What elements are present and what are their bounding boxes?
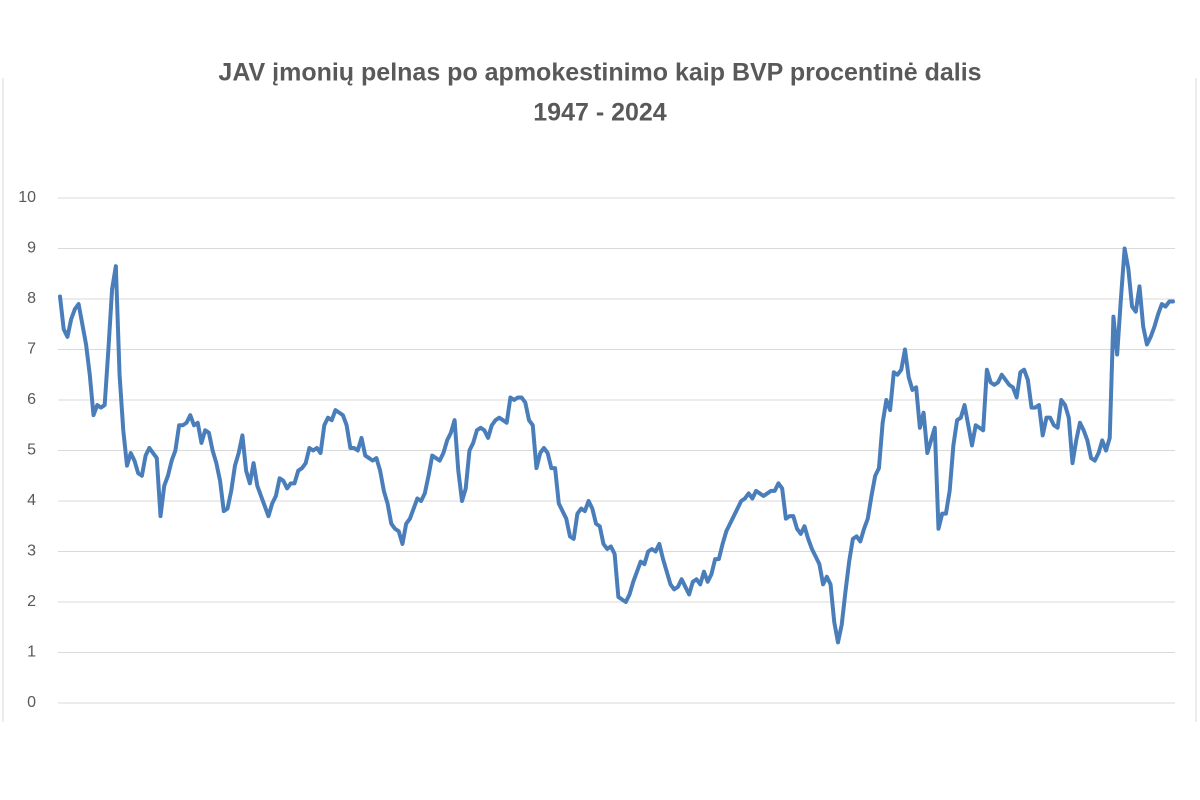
y-tick-label: 1 xyxy=(27,644,36,661)
y-tick-label: 0 xyxy=(27,694,36,711)
y-tick-label: 9 xyxy=(27,240,36,257)
y-tick-label: 5 xyxy=(27,442,36,459)
y-tick-label: 7 xyxy=(27,341,36,358)
chart-subtitle: 1947 - 2024 xyxy=(533,99,667,127)
y-tick-label: 8 xyxy=(27,290,36,307)
chart-title: JAV įmonių pelnas po apmokestinimo kaip … xyxy=(218,59,981,87)
line-series xyxy=(58,246,1175,645)
y-tick-label: 3 xyxy=(27,543,36,560)
y-tick-label: 2 xyxy=(27,593,36,610)
y-tick-label: 6 xyxy=(27,391,36,408)
y-tick-label: 4 xyxy=(27,492,36,509)
y-tick-label: 10 xyxy=(18,189,36,206)
